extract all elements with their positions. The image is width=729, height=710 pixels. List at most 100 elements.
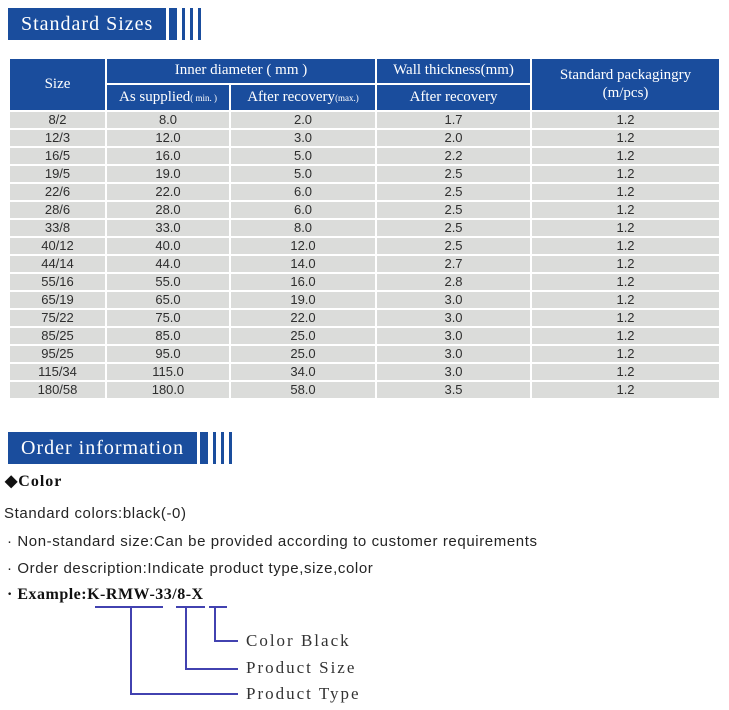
table-cell: 1.2 xyxy=(530,110,722,130)
table-cell: 2.5 xyxy=(375,236,533,256)
table-cell: 16.0 xyxy=(228,272,378,292)
section-title: Standard Sizes xyxy=(8,8,167,40)
stripe-bar xyxy=(200,432,209,464)
color-heading: ◆Color xyxy=(5,473,63,490)
table-row: 28/6 28.0 6.0 2.5 1.2 xyxy=(8,200,722,220)
table-cell: 33/8 xyxy=(8,218,107,238)
table-cell: 1.2 xyxy=(530,290,722,310)
table-cell: 12.0 xyxy=(228,236,378,256)
connector-vertical-color xyxy=(214,606,216,642)
table-cell: 22/6 xyxy=(8,182,107,202)
section-title: Order information xyxy=(8,432,198,464)
table-cell: 1.2 xyxy=(530,326,722,346)
table-cell: 2.2 xyxy=(375,146,533,166)
table-cell: 22.0 xyxy=(228,308,378,328)
table-cell: 95.0 xyxy=(105,344,231,364)
label-color-black: Color Black xyxy=(246,631,351,650)
bullet-nonstandard-size: · Non-standard size:Can be provided acco… xyxy=(7,533,538,550)
section-header-standard-sizes: Standard Sizes xyxy=(8,8,202,40)
connector-horizontal-product-type xyxy=(130,693,238,695)
table-cell: 28/6 xyxy=(8,200,107,220)
table-cell: 1.2 xyxy=(530,218,722,238)
table-cell: 16.0 xyxy=(105,146,231,166)
col-header-after-recovery: After recovery(max.) xyxy=(228,83,378,112)
label-product-type: Product Type xyxy=(246,684,361,703)
table-cell: 180.0 xyxy=(105,380,231,400)
connector-vertical-product-size xyxy=(185,606,187,670)
table-cell: 115/34 xyxy=(8,362,107,382)
table-row: 8/2 8.0 2.0 1.7 1.2 xyxy=(8,110,722,130)
table-cell: 1.2 xyxy=(530,164,722,184)
table-cell: 3.0 xyxy=(375,326,533,346)
table-cell: 2.5 xyxy=(375,218,533,238)
packaging-line2: (m/pcs) xyxy=(602,84,649,101)
table-cell: 40/12 xyxy=(8,236,107,256)
table-cell: 3.0 xyxy=(375,290,533,310)
table-cell: 3.0 xyxy=(375,362,533,382)
underline-product-size xyxy=(176,606,205,608)
standard-sizes-table: Size Inner diameter ( mm ) Wall thicknes… xyxy=(8,57,722,400)
table-cell: 8/2 xyxy=(8,110,107,130)
stripe-bar xyxy=(213,432,217,464)
table-row: 12/3 12.0 3.0 2.0 1.2 xyxy=(8,128,722,148)
after-recovery-note: (max.) xyxy=(335,92,359,103)
table-cell: 3.0 xyxy=(228,128,378,148)
stripe-bar xyxy=(169,8,178,40)
table-row: 65/19 65.0 19.0 3.0 1.2 xyxy=(8,290,722,310)
as-supplied-note: ( min. ) xyxy=(190,92,217,103)
table-cell: 19.0 xyxy=(105,164,231,184)
table-cell: 75/22 xyxy=(8,308,107,328)
bullet-order-description: · Order description:Indicate product typ… xyxy=(7,560,374,577)
table-cell: 2.0 xyxy=(228,110,378,130)
table-cell: 65/19 xyxy=(8,290,107,310)
table-cell: 19/5 xyxy=(8,164,107,184)
stripes-icon xyxy=(166,8,202,40)
col-header-inner-diameter: Inner diameter ( mm ) xyxy=(104,57,378,85)
connector-horizontal-color xyxy=(214,640,238,642)
stripe-bar xyxy=(182,8,186,40)
stripe-bar xyxy=(229,432,233,464)
table-cell: 1.2 xyxy=(530,272,722,292)
as-supplied-label: As supplied xyxy=(119,88,191,105)
table-cell: 85.0 xyxy=(105,326,231,346)
table-cell: 3.0 xyxy=(375,344,533,364)
table-cell: 22.0 xyxy=(105,182,231,202)
table-row: 40/12 40.0 12.0 2.5 1.2 xyxy=(8,236,722,256)
table-cell: 1.7 xyxy=(375,110,533,130)
table-cell: 85/25 xyxy=(8,326,107,346)
underline-product-type xyxy=(95,606,163,608)
table-cell: 55/16 xyxy=(8,272,107,292)
table-cell: 95/25 xyxy=(8,344,107,364)
table-cell: 25.0 xyxy=(228,344,378,364)
table-cell: 3.5 xyxy=(375,380,533,400)
col-header-as-supplied: As supplied( min. ) xyxy=(105,83,231,112)
col-header-size: Size xyxy=(8,57,107,112)
table-row: 55/16 55.0 16.0 2.8 1.2 xyxy=(8,272,722,292)
table-cell: 75.0 xyxy=(105,308,231,328)
table-cell: 16/5 xyxy=(8,146,107,166)
table-cell: 34.0 xyxy=(228,362,378,382)
table-cell: 1.2 xyxy=(530,380,722,400)
table-row: 180/58 180.0 58.0 3.5 1.2 xyxy=(8,380,722,400)
packaging-line1: Standard packagingry xyxy=(559,67,692,84)
example-text: · Example:K-RMW-33/8-X xyxy=(7,586,204,603)
table-row: 85/25 85.0 25.0 3.0 1.2 xyxy=(8,326,722,346)
table-row: 22/6 22.0 6.0 2.5 1.2 xyxy=(8,182,722,202)
table-cell: 2.0 xyxy=(375,128,533,148)
table-cell: 2.7 xyxy=(375,254,533,274)
table-cell: 115.0 xyxy=(105,362,231,382)
table-cell: 180/58 xyxy=(8,380,107,400)
table-cell: 1.2 xyxy=(530,254,722,274)
table-body: 8/2 8.0 2.0 1.7 1.2 12/3 12.0 3.0 2.0 1.2 16/5 16.0… xyxy=(8,110,722,400)
table-cell: 44.0 xyxy=(105,254,231,274)
table-cell: 65.0 xyxy=(105,290,231,310)
table-row: 16/5 16.0 5.0 2.2 1.2 xyxy=(8,146,722,166)
table-cell: 1.2 xyxy=(530,236,722,256)
table-cell: 19.0 xyxy=(228,290,378,310)
col-header-wall-thickness: Wall thickness(mm) xyxy=(375,57,533,85)
stripe-bar xyxy=(190,8,194,40)
table-cell: 5.0 xyxy=(228,164,378,184)
table-cell: 1.2 xyxy=(530,182,722,202)
table-row: 33/8 33.0 8.0 2.5 1.2 xyxy=(8,218,722,238)
